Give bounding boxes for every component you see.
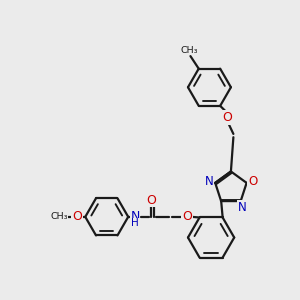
Text: N: N	[205, 175, 214, 188]
Text: O: O	[72, 210, 82, 223]
Text: N: N	[130, 210, 140, 223]
Text: N: N	[238, 201, 247, 214]
Text: CH₃: CH₃	[50, 212, 68, 221]
Text: O: O	[147, 194, 157, 207]
Text: O: O	[248, 175, 257, 188]
Text: H: H	[131, 218, 139, 228]
Text: O: O	[182, 210, 192, 223]
Text: O: O	[223, 111, 232, 124]
Text: CH₃: CH₃	[181, 46, 198, 55]
